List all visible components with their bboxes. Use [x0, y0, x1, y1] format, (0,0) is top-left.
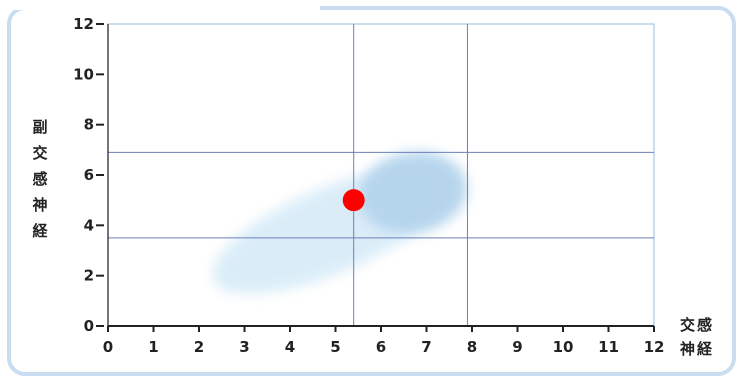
y-tick-label: 8 [84, 116, 94, 134]
points-layer [342, 189, 365, 212]
x-tick-label: 2 [194, 338, 204, 356]
y-axis-label-char: 感 [32, 170, 47, 188]
regions-layer [212, 151, 468, 294]
y-axis-label-char: 副 [32, 118, 47, 136]
y-tick-label: 10 [73, 65, 94, 83]
y-axis-label-char: 交 [32, 144, 47, 162]
header-tab [0, 0, 320, 10]
x-tick-label: 6 [376, 338, 386, 356]
x-tick-label: 0 [103, 338, 113, 356]
x-tick-label: 4 [285, 338, 295, 356]
x-tick-label: 12 [644, 338, 665, 356]
x-tick-label: 5 [330, 338, 340, 356]
reference-lines [108, 24, 654, 326]
y-tick-label: 2 [84, 267, 94, 285]
y-tick-label: 4 [84, 216, 94, 234]
data-point-1 [342, 189, 365, 212]
y-tick-label: 12 [73, 15, 94, 33]
x-tick-label: 3 [239, 338, 249, 356]
x-tick-label: 8 [467, 338, 477, 356]
x-tick-label: 1 [148, 338, 158, 356]
y-tick-label: 6 [84, 166, 94, 184]
y-axis-label-char: 経 [32, 222, 48, 240]
x-tick-label: 9 [512, 338, 522, 356]
y-axis-label-char: 神 [32, 196, 47, 214]
y-tick-label: 0 [84, 317, 94, 335]
x-tick-label: 10 [553, 338, 574, 356]
x-tick-label: 7 [421, 338, 431, 356]
x-tick-label: 11 [598, 338, 619, 356]
x-axis-label-line-2: 神経 [680, 340, 714, 358]
region-2 [358, 151, 468, 234]
x-axis-label-line-1: 交感 [680, 316, 714, 334]
